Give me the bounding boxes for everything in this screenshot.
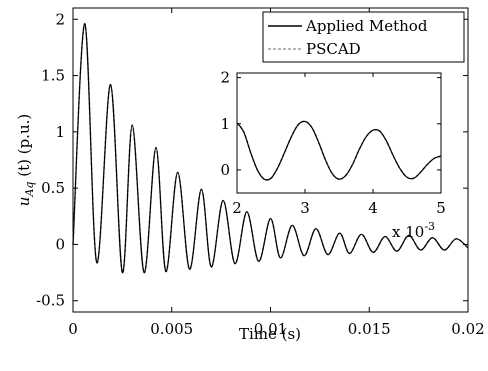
- inset-x-multiplier-exp: -3: [424, 220, 435, 233]
- inset-ticks-group: 2 3 4 5 0 1 2: [220, 69, 445, 217]
- legend-label-pscad: PSCAD: [306, 40, 361, 58]
- inset-plot-frame: [236, 72, 442, 194]
- inset-y-tick-label: 1: [220, 115, 230, 133]
- main-y-tick-label: -0.5: [36, 292, 65, 310]
- inset-x-tick-label: 3: [300, 199, 310, 217]
- main-x-tick-label: 0: [68, 320, 78, 338]
- x-axis-label: Time (s): [239, 325, 301, 343]
- inset-x-tick-label: 5: [436, 199, 446, 217]
- y-axis-label-main: u: [15, 197, 33, 207]
- main-y-tick-label: 1.5: [41, 67, 65, 85]
- main-y-tick-label: 1: [55, 123, 65, 141]
- main-x-tick-label: 0.005: [150, 320, 193, 338]
- main-series-applied-method: [72, 23, 469, 274]
- y-axis-label-sub: Aq: [23, 182, 36, 198]
- y-axis-label-rest: (t) (p.u.): [15, 114, 33, 182]
- inset-y-tick-label: 0: [220, 161, 230, 179]
- main-y-tick-label: 2: [55, 10, 65, 28]
- inset-x-multiplier: x 10-3: [392, 220, 435, 241]
- y-axis-label: uAq (t) (p.u.): [15, 114, 36, 206]
- main-x-tick-label: 0.02: [451, 320, 484, 338]
- main-ticks-group: 0 0.005 0.01 0.015 0.02-0.500.511.52: [36, 8, 485, 338]
- inset-x-multiplier-base: x 10: [392, 223, 424, 241]
- inset-series-group: [236, 120, 442, 181]
- inset-series-applied-method: [236, 120, 442, 181]
- inset-x-tick-label: 2: [232, 199, 242, 217]
- legend-label-applied-method: Applied Method: [305, 17, 428, 35]
- legend-box: [262, 11, 465, 63]
- main-x-tick-label: 0.01: [254, 320, 287, 338]
- main-series-group: [72, 22, 469, 274]
- legend: Applied Method PSCAD: [262, 11, 465, 63]
- inset-x-tick-label: 4: [368, 199, 378, 217]
- main-x-tick-label: 0.015: [348, 320, 391, 338]
- main-y-tick-label: 0: [55, 235, 65, 253]
- inset-y-tick-label: 2: [220, 69, 230, 87]
- main-y-tick-label: 0.5: [41, 179, 65, 197]
